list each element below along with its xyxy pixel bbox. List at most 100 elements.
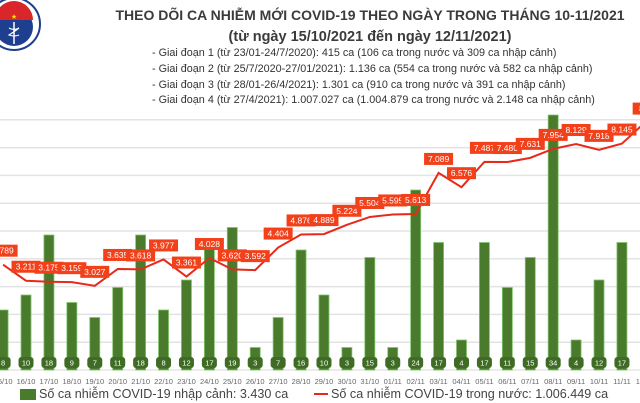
line-value-label: 3.592	[245, 251, 267, 261]
bar-value-label-bg	[224, 357, 240, 368]
x-tick-label: 20/10	[108, 377, 127, 386]
bar-value-label-bg	[316, 357, 332, 368]
line-value-label-bg	[607, 123, 637, 136]
x-tick-label: 07/11	[521, 377, 539, 386]
line-value-label-bg	[515, 137, 545, 150]
x-tick-label: 09/11	[567, 377, 585, 386]
line-value-label: 7.487	[474, 143, 496, 153]
line-value-label-bg	[80, 265, 110, 278]
x-tick-label: 18/10	[62, 377, 81, 386]
line-value-label-bg	[263, 227, 293, 240]
bar-imported	[524, 257, 536, 371]
x-tick-label: 24/10	[200, 377, 219, 386]
line-value-label-bg	[171, 256, 201, 269]
stage-2-summary: - Giai đoạn 2 (từ 25/7/2020-27/01/2021):…	[152, 63, 593, 75]
bar-value-label-bg	[110, 357, 126, 368]
line-value-label: 4.889	[313, 215, 335, 225]
line-value-label-bg	[538, 128, 568, 141]
legend-imported: Số ca nhiễm COVID-19 nhập cảnh: 3.430 ca	[20, 387, 288, 401]
line-value-label-bg	[492, 142, 522, 155]
line-value-label-bg	[332, 204, 362, 217]
line-value-label-bg	[149, 239, 179, 252]
bar-value-label-bg	[408, 357, 424, 368]
x-tick-label: 02/11	[407, 377, 425, 386]
x-tick-label: 06/11	[498, 377, 516, 386]
bar-imported	[0, 309, 9, 371]
bar-value-label-bg	[431, 357, 447, 368]
line-value-label-bg	[561, 124, 591, 137]
line-value-label: 5.595	[382, 195, 404, 205]
svg-text:★: ★	[11, 13, 17, 21]
bar-value-label: 9	[70, 359, 74, 368]
line-value-label: 3.211	[16, 262, 37, 272]
line-value-label: 8...	[639, 104, 640, 114]
legend-line-swatch	[314, 393, 328, 395]
line-value-label: 5.224	[336, 206, 358, 216]
line-value-label-bg	[355, 196, 385, 209]
line-value-label-bg	[378, 194, 408, 207]
line-value-label-bg	[11, 260, 41, 273]
line-value-label: 3.635	[107, 250, 129, 260]
bar-value-label-bg	[499, 357, 515, 368]
bar-imported	[66, 302, 78, 371]
bar-value-label: 7	[276, 359, 280, 368]
bar-value-label: 17	[618, 359, 626, 368]
bar-value-label: 11	[114, 359, 122, 368]
bar-value-label-bg	[385, 357, 401, 368]
line-value-label-bg	[632, 102, 640, 115]
x-tick-label: 25/10	[223, 377, 242, 386]
line-value-label: 6.576	[451, 168, 473, 178]
x-tick-label: 01/11	[384, 377, 402, 386]
line-value-label: 7.480	[497, 143, 519, 153]
bar-value-label: 10	[320, 359, 328, 368]
bar-value-label-bg	[133, 357, 149, 368]
bar-imported	[501, 287, 513, 371]
bar-value-label-bg	[64, 357, 80, 368]
line-value-label: 5.504	[359, 198, 381, 208]
bar-imported	[20, 294, 32, 371]
bar-value-label-bg	[87, 357, 103, 368]
line-value-label: 5.613	[405, 195, 427, 205]
bar-value-label-bg	[41, 357, 57, 368]
line-value-label-bg	[447, 167, 476, 180]
legend-bar-swatch	[20, 388, 36, 400]
line-value-label: 8.129	[565, 125, 587, 135]
x-tick-label: 30/10	[338, 377, 357, 386]
line-value-label: 3.027	[84, 267, 106, 277]
bar-imported	[433, 242, 444, 371]
bar-imported	[547, 114, 559, 371]
x-tick-label: 10/11	[590, 377, 608, 386]
bar-imported	[364, 257, 376, 371]
line-value-label: 8.145	[611, 125, 633, 135]
bar-imported	[456, 339, 467, 371]
line-value-label-bg	[424, 152, 454, 165]
bar-imported	[295, 249, 307, 371]
bar-value-label: 19	[228, 359, 236, 368]
line-value-label-bg	[240, 250, 270, 263]
x-tick-label: 23/10	[177, 377, 196, 386]
bar-imported	[570, 339, 582, 371]
bar-value-label: 4	[574, 359, 578, 368]
bar-imported	[89, 317, 101, 371]
bar-value-label-bg	[454, 357, 469, 368]
line-value-label: 3.620	[222, 250, 244, 260]
x-tick-label: 29/10	[315, 377, 334, 386]
x-tick-label: 08/11	[544, 377, 562, 386]
bar-value-label-bg	[545, 357, 561, 368]
line-value-label-bg	[286, 214, 316, 227]
line-value-label-bg	[309, 214, 339, 227]
line-value-label: 3.175	[38, 263, 60, 273]
bar-imported	[593, 279, 605, 371]
bar-value-label: 24	[411, 359, 419, 368]
bar-value-label-bg	[247, 357, 263, 368]
bar-value-label: 3	[345, 359, 349, 368]
line-value-label: 3.159	[61, 263, 83, 273]
bar-value-label-bg	[362, 357, 378, 368]
chart-title: THEO DÕI CA NHIỄM MỚI COVID-19 THEO NGÀY…	[115, 7, 625, 23]
bar-value-label: 15	[366, 359, 374, 368]
bar-value-label: 12	[595, 359, 603, 368]
legend-domestic: Số ca nhiễm COVID-19 trong nước: 1.006.4…	[314, 387, 608, 401]
bar-value-label: 8	[1, 359, 5, 368]
line-value-label-bg	[57, 262, 87, 275]
